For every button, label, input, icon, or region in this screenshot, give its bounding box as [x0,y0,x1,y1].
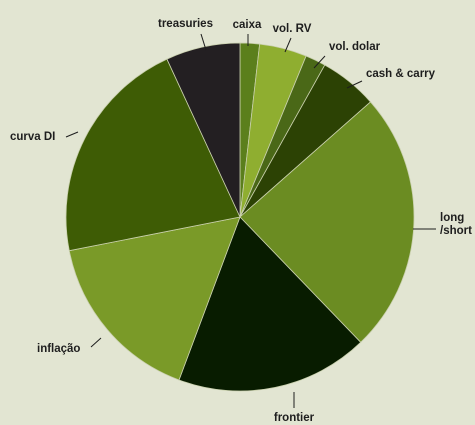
pie-slices [65,42,415,392]
slice-label: vol. dolar [329,41,381,53]
pie-labels: caixa vol. RV vol. dolar cash & carry long/s… [10,18,472,424]
slice-label: long/short [440,212,472,237]
label-leader-line [313,55,326,69]
label-leader-line [65,131,79,138]
slice-label: treasuries [158,18,213,30]
slice-label: curva DI [10,131,55,143]
label-leader-line [200,33,207,51]
label-leader-line [346,80,363,89]
pie-slice-long-short [239,101,415,343]
slice-label: cash & carry [366,68,436,80]
pie-slice-treasuries [166,42,241,218]
slice-label: frontier [274,412,315,424]
slice-label: inflação [37,343,80,355]
slice-label: caixa [233,19,262,31]
label-leader-line [90,337,102,348]
pie-slice-frontier [178,216,362,392]
slice-label: vol. RV [273,23,312,35]
pie-slice-infla-o [68,216,241,381]
pie-slice-curva-di [65,58,241,252]
label-leader-line [284,37,292,53]
